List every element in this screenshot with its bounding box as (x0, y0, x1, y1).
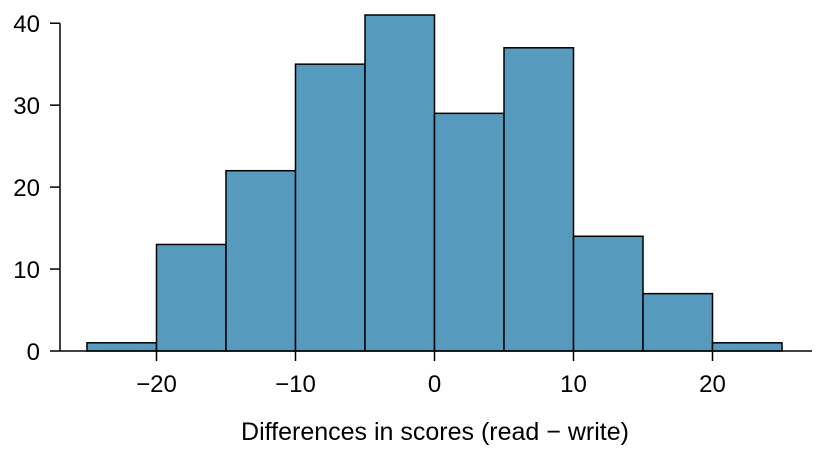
histogram-bar (433, 112, 505, 352)
x-tick-label: 10 (560, 371, 587, 398)
x-axis-ticks: −20 −10 0 10 20 (136, 351, 726, 398)
histogram-bar (86, 342, 158, 352)
histogram-bar (294, 63, 366, 352)
histogram-bar (572, 235, 644, 352)
x-tick-label: 0 (428, 371, 441, 398)
y-tick-label: 0 (27, 339, 40, 366)
x-tick-label: −10 (275, 371, 316, 398)
histogram-bar (711, 342, 783, 352)
histogram-bar (155, 243, 227, 352)
y-tick-label: 30 (13, 93, 40, 120)
bars-group (86, 14, 783, 352)
x-tick-label: −20 (136, 371, 177, 398)
histogram-bar (642, 292, 714, 352)
histogram-bar (225, 169, 297, 352)
x-axis-title: Differences in scores (read − write) (241, 418, 629, 446)
y-axis-ticks: 0 10 20 30 40 (13, 11, 60, 366)
histogram-bar (503, 47, 575, 352)
histogram-bar (364, 14, 436, 352)
y-tick-label: 20 (13, 175, 40, 202)
x-tick-label: 20 (699, 371, 726, 398)
y-tick-label: 10 (13, 257, 40, 284)
y-tick-label: 40 (13, 11, 40, 38)
